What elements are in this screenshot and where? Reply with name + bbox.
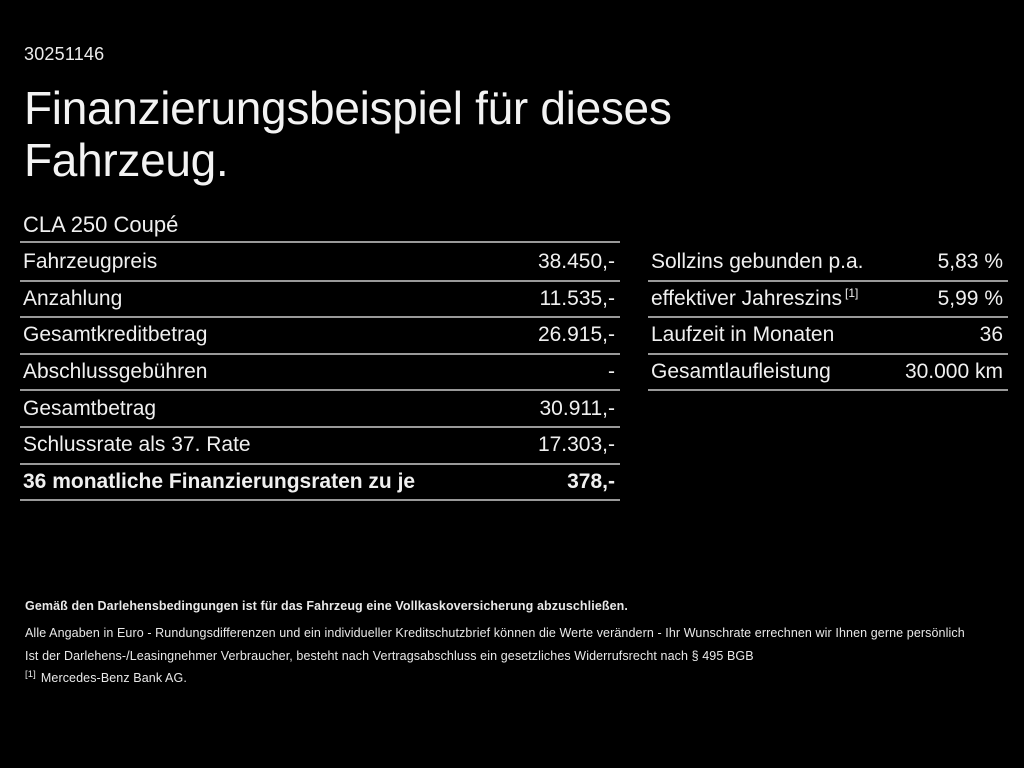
- finance-table-right: Sollzins gebunden p.a. 5,83 % effektiver…: [648, 245, 1008, 392]
- table-row-gesamtbetrag: Gesamtbetrag 30.911,-: [20, 391, 620, 428]
- bank-footnote: [1] Mercedes-Benz Bank AG.: [25, 668, 187, 685]
- table-row-gesamtkreditbetrag: Gesamtkreditbetrag 26.915,-: [20, 318, 620, 355]
- row-label: Laufzeit in Monaten: [651, 323, 835, 347]
- row-value: 30.911,-: [539, 396, 616, 420]
- page-title-line-2: Fahrzeug.: [24, 134, 229, 186]
- page-title-line-1: Finanzierungsbeispiel für dieses: [24, 82, 672, 134]
- row-label: effektiver Jahreszins [1]: [651, 287, 858, 311]
- table-row-anzahlung: Anzahlung 11.535,-: [20, 282, 620, 319]
- row-label: Sollzins gebunden p.a.: [651, 250, 864, 274]
- document-id: 30251146: [24, 44, 105, 64]
- footnote-ref-marker: [1]: [845, 285, 859, 300]
- row-label: Abschlussgebühren: [23, 360, 208, 384]
- disclaimer-note-2: Ist der Darlehens-/Leasingnehmer Verbrau…: [25, 649, 754, 663]
- table-row-schlussrate: Schlussrate als 37. Rate 17.303,-: [20, 428, 620, 465]
- row-value: -: [608, 360, 615, 384]
- table-row-sollzins: Sollzins gebunden p.a. 5,83 %: [648, 245, 1008, 282]
- row-label: 36 monatliche Finanzierungsraten zu je: [23, 469, 416, 493]
- row-value: 38.450,-: [537, 250, 615, 274]
- row-label: Anzahlung: [23, 286, 123, 310]
- table-row-effektiver-jahreszins: effektiver Jahreszins [1] 5,99 %: [648, 282, 1008, 319]
- row-value: 36: [979, 323, 1003, 347]
- bank-footnote-text: Mercedes-Benz Bank AG.: [40, 671, 187, 685]
- row-value: 11.535,-: [539, 286, 616, 310]
- row-label: Gesamtkreditbetrag: [23, 323, 208, 347]
- row-label: Gesamtbetrag: [23, 396, 157, 420]
- disclaimer-note-1: Alle Angaben in Euro - Rundungsdifferenz…: [25, 626, 965, 640]
- row-label-text: effektiver Jahreszins: [651, 286, 843, 310]
- vehicle-model-name: CLA 250 Coupé: [23, 212, 179, 237]
- footnote-ref-marker: [1]: [25, 668, 36, 680]
- finance-table-left: Fahrzeugpreis 38.450,- Anzahlung 11.535,…: [20, 245, 620, 502]
- table-row-abschlussgebuehren: Abschlussgebühren -: [20, 355, 620, 392]
- row-value: 30.000 km: [904, 360, 1003, 384]
- table-row-fahrzeugpreis: Fahrzeugpreis 38.450,-: [20, 245, 620, 282]
- page-title: Finanzierungsbeispiel für dieses Fahrzeu…: [24, 82, 672, 186]
- row-value: 17.303,-: [537, 433, 615, 457]
- row-label: Gesamtlaufleistung: [651, 360, 831, 384]
- row-value: 5,83 %: [937, 250, 1003, 274]
- table-row-laufzeit: Laufzeit in Monaten 36: [648, 318, 1008, 355]
- insurance-note: Gemäß den Darlehensbedingungen ist für d…: [25, 599, 628, 613]
- row-value: 5,99 %: [937, 286, 1003, 310]
- row-value: 378,-: [567, 469, 615, 493]
- vehicle-model-row: CLA 250 Coupé: [20, 204, 620, 243]
- row-value: 26.915,-: [537, 323, 615, 347]
- row-label: Fahrzeugpreis: [23, 250, 158, 274]
- table-row-monatsrate: 36 monatliche Finanzierungsraten zu je 3…: [20, 465, 620, 502]
- row-label: Schlussrate als 37. Rate: [23, 433, 251, 457]
- table-row-gesamtlaufleistung: Gesamtlaufleistung 30.000 km: [648, 355, 1008, 392]
